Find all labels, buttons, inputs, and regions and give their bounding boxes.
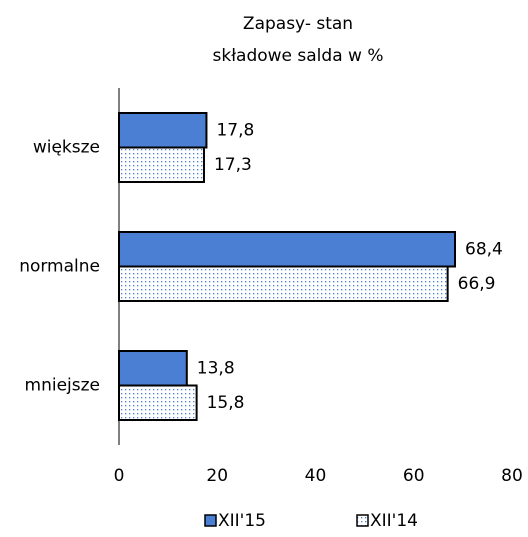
x-tick-label: 60	[403, 466, 425, 486]
legend-swatch	[204, 514, 217, 527]
bar	[118, 384, 198, 421]
y-tick-label: mniejsze	[25, 376, 100, 396]
value-label: 17,8	[216, 120, 254, 140]
bar	[118, 231, 457, 268]
bar	[118, 112, 208, 149]
legend-swatch	[356, 514, 369, 527]
x-tick-label: 40	[305, 466, 327, 486]
legend-label: XII'14	[370, 511, 418, 531]
x-tick-label: 20	[206, 466, 228, 486]
value-label: 13,8	[197, 358, 235, 378]
legend-label: XII'15	[218, 511, 266, 531]
x-tick-label: 0	[114, 466, 125, 486]
value-label: 15,8	[207, 393, 245, 413]
y-tick-label: większe	[33, 138, 100, 158]
chart-subtitle: składowe salda w %	[213, 46, 384, 66]
bar	[118, 265, 449, 302]
x-tick-label: 80	[501, 466, 523, 486]
value-label: 68,4	[465, 239, 503, 259]
bar	[118, 350, 188, 387]
value-label: 66,9	[458, 274, 496, 294]
chart-title: Zapasy- stan	[243, 14, 353, 34]
value-label: 17,3	[214, 155, 252, 175]
y-tick-label: normalne	[19, 257, 100, 277]
bar	[118, 146, 205, 183]
